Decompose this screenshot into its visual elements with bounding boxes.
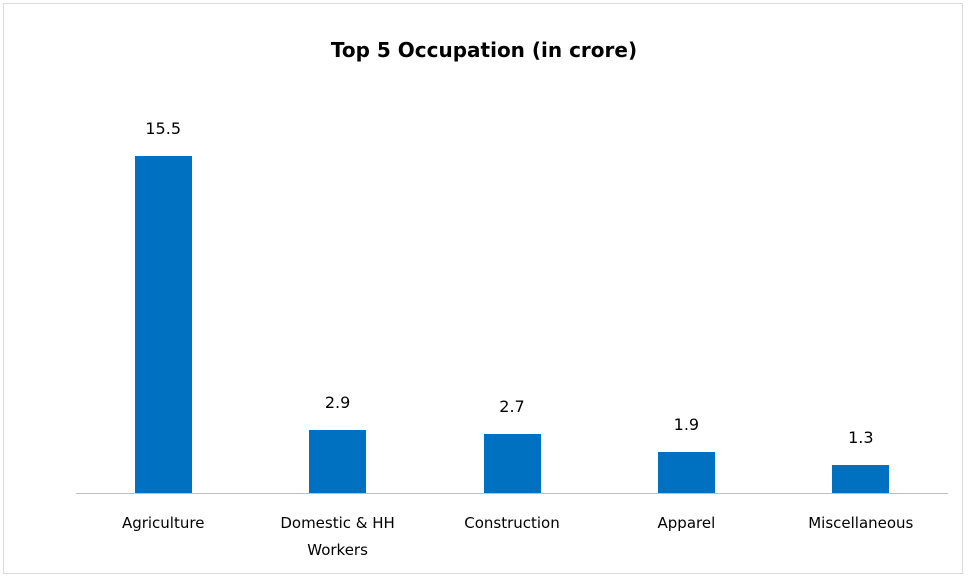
chart: Top 5 Occupation (in crore) 15.5 Agricult… bbox=[3, 3, 963, 574]
chart-title: Top 5 Occupation (in crore) bbox=[330, 38, 638, 62]
bar bbox=[483, 434, 541, 493]
x-tick-label: Miscellaneous bbox=[808, 514, 914, 532]
bar bbox=[134, 156, 192, 493]
bar bbox=[657, 451, 715, 493]
data-label: 1.9 bbox=[673, 414, 700, 434]
data-label: 1.3 bbox=[848, 427, 874, 447]
x-tick-label: Construction bbox=[464, 514, 560, 532]
x-tick-label: Agriculture bbox=[121, 514, 205, 532]
x-tick-label: Domestic & HH Workers bbox=[280, 514, 395, 559]
bar bbox=[309, 429, 367, 493]
data-label: 2.7 bbox=[499, 397, 525, 417]
data-label: 15.5 bbox=[145, 119, 181, 138]
x-tick-label: Apparel bbox=[657, 514, 716, 532]
x-axis-line bbox=[76, 493, 948, 494]
bar bbox=[832, 464, 890, 493]
data-label: 2.9 bbox=[324, 392, 351, 412]
